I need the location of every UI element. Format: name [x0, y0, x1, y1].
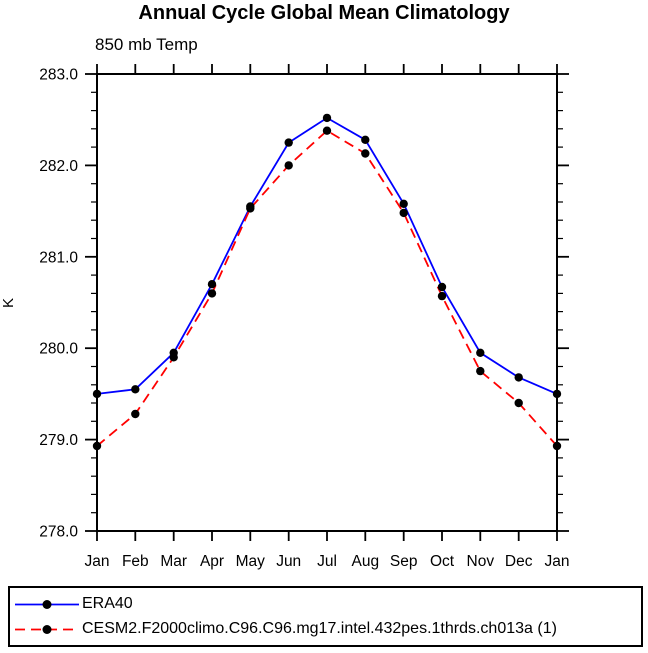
plot-area: Jan Feb Mar Apr May Jun Jul Aug Sep Oct Nov Dec Jan 2… — [0, 64, 570, 570]
svg-text:Nov: Nov — [467, 553, 495, 570]
svg-text:Apr: Apr — [200, 553, 224, 570]
svg-text:Jan: Jan — [85, 553, 110, 570]
era40-line-swatch — [15, 599, 79, 609]
legend-item-cesm2: CESM2.F2000climo.C96.C96.mg17.intel.432p… — [14, 620, 641, 638]
svg-text:280.0: 280.0 — [39, 341, 78, 358]
cesm2-line-swatch — [15, 624, 79, 634]
svg-text:Jan: Jan — [545, 553, 570, 570]
svg-text:278.0: 278.0 — [39, 524, 78, 541]
legend-item-era40: ERA40 — [14, 595, 641, 613]
svg-text:Oct: Oct — [430, 553, 455, 570]
svg-text:Mar: Mar — [160, 553, 187, 570]
svg-text:Dec: Dec — [505, 553, 533, 570]
svg-text:279.0: 279.0 — [39, 432, 78, 449]
svg-text:Jun: Jun — [276, 553, 301, 570]
svg-text:283.0: 283.0 — [39, 67, 78, 84]
svg-text:K: K — [0, 298, 17, 308]
svg-text:May: May — [236, 553, 266, 570]
legend-label-era40: ERA40 — [82, 595, 133, 612]
chart-subtitle: 850 mb Temp — [95, 35, 198, 54]
svg-text:Sep: Sep — [390, 553, 418, 570]
svg-text:Aug: Aug — [352, 553, 380, 570]
svg-text:Feb: Feb — [122, 553, 149, 570]
svg-text:282.0: 282.0 — [39, 158, 78, 175]
chart-title: Annual Cycle Global Mean Climatology — [138, 2, 510, 24]
svg-text:281.0: 281.0 — [39, 249, 78, 266]
svg-text:Jul: Jul — [317, 553, 337, 570]
legend-box: ERA40 CESM2.F2000climo.C96.C96.mg17.inte… — [8, 586, 643, 647]
legend-label-cesm2: CESM2.F2000climo.C96.C96.mg17.intel.432p… — [82, 620, 557, 637]
